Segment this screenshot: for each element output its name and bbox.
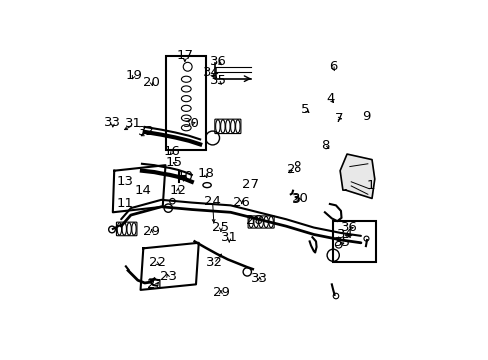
Text: 1: 1 [366,179,374,193]
Text: 27: 27 [241,178,258,191]
Text: 36: 36 [341,221,358,234]
Text: 10: 10 [176,170,193,183]
Text: 25: 25 [212,221,229,234]
Text: 35: 35 [334,236,351,249]
Text: 32: 32 [137,125,154,138]
Text: 18: 18 [197,167,214,180]
Text: 34: 34 [203,66,219,79]
Text: 17: 17 [176,49,193,62]
Text: 2: 2 [287,163,295,176]
Bar [166,56,205,150]
Text: 8: 8 [320,139,328,152]
Text: 9: 9 [362,110,370,123]
Text: 28: 28 [245,214,262,227]
Text: 31: 31 [125,117,142,130]
Polygon shape [340,154,374,198]
Text: 3: 3 [291,193,300,206]
Text: 7: 7 [334,112,342,125]
Text: 30: 30 [183,117,200,130]
Text: 35: 35 [209,74,226,87]
Text: 20: 20 [143,76,160,89]
Text: 19: 19 [125,68,142,82]
Text: 30: 30 [291,192,308,205]
Text: 11: 11 [117,198,134,211]
Text: 26: 26 [233,196,250,209]
Text: 22: 22 [148,256,165,269]
Text: 15: 15 [165,156,182,169]
Text: 34: 34 [337,228,353,241]
Bar [332,221,375,262]
Text: 13: 13 [117,175,134,188]
Text: 12: 12 [169,184,186,197]
Text: 21: 21 [147,278,164,291]
Text: 14: 14 [135,184,151,197]
Text: 29: 29 [212,286,229,299]
Text: 16: 16 [163,145,181,158]
Text: 31: 31 [220,231,237,244]
Text: 36: 36 [209,55,226,68]
Text: 29: 29 [143,225,160,238]
Text: 4: 4 [325,92,334,105]
Text: 33: 33 [104,116,121,129]
Text: 6: 6 [328,60,337,73]
Text: 24: 24 [204,195,221,208]
Text: 33: 33 [251,272,268,285]
Text: 23: 23 [160,270,176,283]
Text: 32: 32 [205,256,222,269]
Text: 5: 5 [301,103,309,116]
